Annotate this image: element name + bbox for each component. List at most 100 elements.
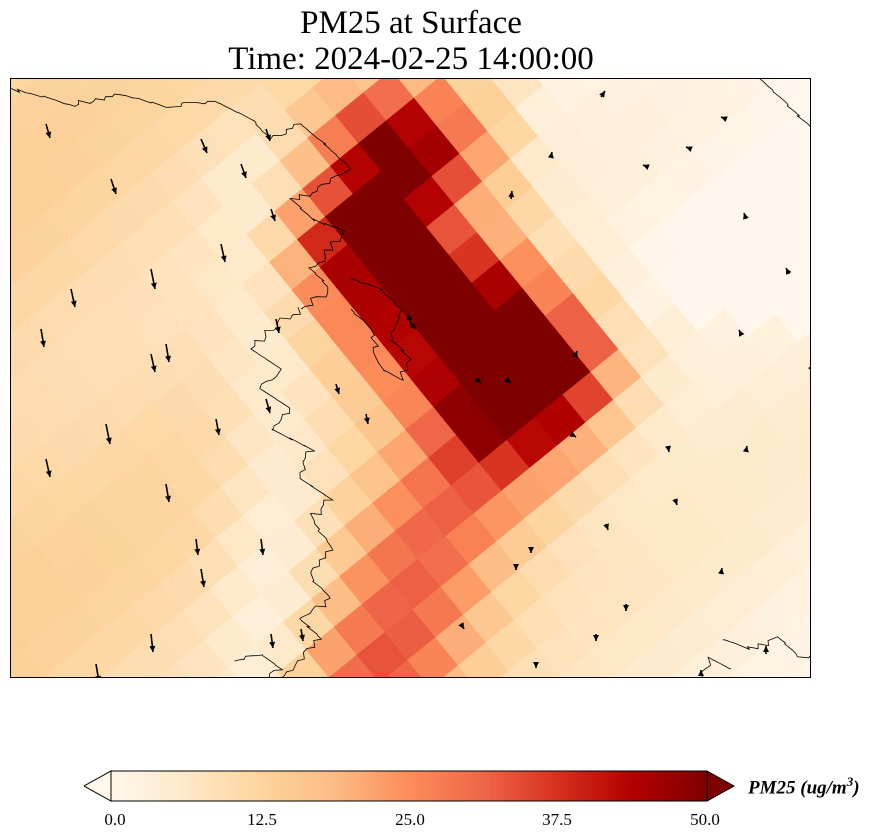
wind-vector-arrow (95, 663, 101, 677)
wind-vector-arrow (685, 146, 693, 152)
coastline (11, 79, 810, 677)
grid-cell (763, 161, 810, 214)
wind-vector-arrow (743, 212, 749, 220)
colorbar-tick: 50.0 (690, 810, 720, 829)
wind-vector-arrow (785, 267, 792, 275)
grid-cell (791, 146, 810, 186)
grid-cell (614, 657, 654, 677)
grid-cell (769, 79, 781, 85)
grid-cell (777, 521, 810, 574)
wind-vector-arrow (547, 151, 554, 159)
colorbar-tick: 37.5 (542, 810, 572, 829)
coastline-segment (722, 636, 810, 659)
grid-cell (120, 79, 153, 95)
wind-vector-arrow (528, 547, 534, 553)
wind-vector-arrow (738, 329, 745, 337)
grid-cell (44, 673, 51, 677)
wind-vector-arrow (149, 633, 156, 653)
coastline-segment (759, 79, 810, 127)
coastline-segment (700, 656, 732, 677)
wind-vector-arrow (150, 353, 157, 373)
grid-cell (101, 656, 144, 677)
grid-cell (27, 79, 39, 85)
grid-cell (759, 442, 810, 495)
grid-cell (272, 672, 283, 677)
wind-vector-arrow (110, 178, 117, 195)
wind-vector-arrow (599, 90, 606, 98)
grid-cell (158, 661, 190, 677)
wind-vector-arrow (458, 622, 465, 630)
grid-cell (215, 666, 237, 677)
wind-vector-arrow (334, 383, 341, 395)
wind-vector-arrow (572, 350, 578, 358)
wind-vector-arrow (265, 398, 272, 414)
wind-vector-arrow (240, 163, 247, 179)
wind-vector-arrow (220, 243, 227, 263)
wind-vector-arrow (363, 413, 370, 425)
grid-cell (47, 651, 97, 677)
colorbar-tick: 0.0 (104, 810, 126, 829)
grid-cell (766, 622, 810, 675)
wind-vector-arrow (718, 567, 724, 575)
wind-vector-arrow (214, 418, 221, 436)
coastline-segment (234, 654, 284, 677)
wind-vector-arrow (603, 523, 609, 531)
coastline-segment (11, 87, 352, 170)
grid-cell (787, 425, 810, 471)
wind-vector-arrow (105, 423, 112, 445)
grid-cell (775, 290, 810, 343)
grid-cell (765, 392, 810, 444)
wind-vector-arrow (200, 568, 206, 588)
wind-vector-arrow (808, 367, 810, 370)
wind-vectors (40, 90, 810, 677)
grid-cell (789, 657, 810, 677)
wind-vector-arrow (698, 670, 704, 676)
grid-cell (259, 79, 267, 83)
grid-cell (728, 668, 747, 677)
wind-vector-arrow (45, 458, 52, 478)
wind-vector-arrow (406, 313, 413, 325)
colorbar-gradient (110, 770, 708, 802)
coastline-segment (250, 307, 335, 677)
colorbar-tick: 12.5 (247, 810, 277, 829)
wind-vector-arrow (504, 376, 512, 384)
grid-cell (166, 79, 210, 101)
wind-vector-arrow (642, 164, 650, 170)
grid-cell (677, 79, 724, 102)
wind-vector-arrow (270, 208, 276, 222)
grid-cell (773, 79, 810, 113)
grid-cell (537, 79, 552, 86)
wind-vector-arrow (274, 318, 281, 334)
grid-cell (803, 286, 810, 300)
grid-cell (305, 79, 324, 88)
wind-vector-arrow (70, 288, 77, 308)
wind-vector-arrow (40, 328, 46, 348)
grid-cell (500, 670, 515, 677)
map-panel (10, 78, 811, 678)
grid-cell (805, 518, 810, 528)
colorbar-extend-max (706, 770, 736, 802)
pm25-field (11, 79, 810, 677)
wind-vector-arrow (665, 445, 671, 453)
wind-vector-arrow (474, 376, 482, 384)
wind-vector-arrow (150, 268, 157, 290)
wind-vector-arrow (533, 662, 539, 668)
wind-vector-arrow (593, 634, 599, 641)
grid-cell (794, 610, 810, 642)
grid-cell (443, 664, 469, 677)
grid-cell (808, 239, 810, 243)
wind-vector-arrow (763, 646, 769, 654)
grid-cell (800, 564, 810, 585)
map-title: PM25 at Surface (300, 5, 522, 41)
grid-cell (278, 649, 329, 677)
grid-cell (792, 378, 810, 414)
grid-cell (798, 332, 810, 357)
grid-cell (329, 654, 376, 677)
grid-cell (785, 193, 810, 242)
colorbar (82, 770, 736, 806)
wind-vector-arrow (165, 343, 171, 363)
grid-cell (386, 659, 422, 677)
wind-vector-arrow (194, 538, 201, 556)
grid-cell (772, 572, 810, 624)
grid-cell (780, 240, 810, 292)
